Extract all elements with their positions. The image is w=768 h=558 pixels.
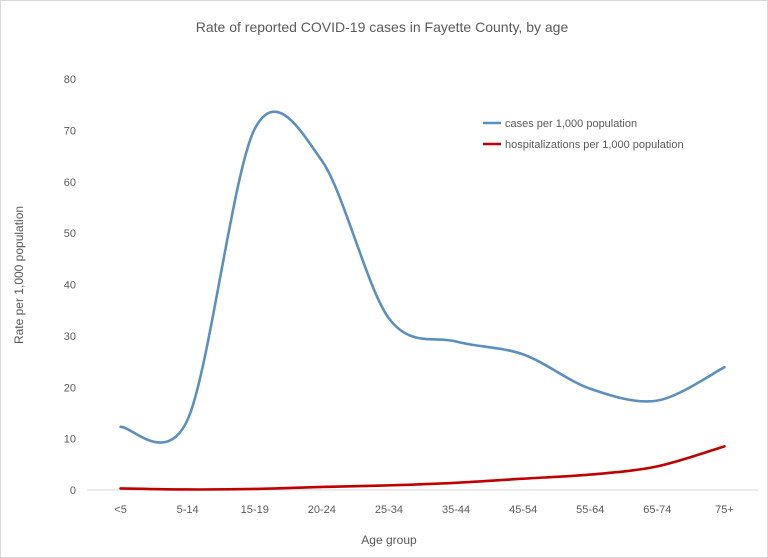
- series-1-point: [387, 483, 391, 487]
- x-tick-label: <5: [114, 504, 127, 516]
- series-lines: [119, 110, 726, 491]
- x-tick-label: 20-24: [308, 504, 336, 516]
- legend: cases per 1,000 population hospitalizatio…: [483, 118, 684, 151]
- series-0-point: [253, 127, 257, 131]
- legend-label-0: cases per 1,000 population: [505, 118, 637, 130]
- series-1-point: [655, 464, 659, 468]
- series-0-point: [655, 399, 659, 403]
- series-0-point: [387, 316, 391, 320]
- x-tick-labels: <5 5-14 15-19 20-24 25-34 35-44 45-54 55-64 65-7…: [114, 504, 734, 516]
- x-tick-label: 35-44: [442, 504, 470, 516]
- series-1-point: [722, 444, 726, 448]
- series-0-point: [119, 425, 123, 429]
- series-0-point: [454, 340, 458, 344]
- series-1-point: [253, 487, 257, 491]
- series-1-point: [521, 477, 525, 481]
- series-1-point: [186, 487, 190, 491]
- x-tick-label: 45-54: [509, 504, 537, 516]
- y-tick-label: 60: [64, 177, 76, 189]
- x-tick-label: 55-64: [576, 504, 604, 516]
- series-1-point: [119, 486, 123, 490]
- x-tick-label: 65-74: [643, 504, 671, 516]
- series-line-0: [119, 110, 726, 444]
- x-axis-label: Age group: [361, 533, 417, 547]
- y-axis-label: Rate per 1,000 population: [12, 206, 26, 344]
- y-tick-label: 40: [64, 280, 76, 292]
- series-0-point: [320, 159, 324, 163]
- y-tick-labels: 0 10 20 30 40 50 60 70 80: [64, 74, 76, 497]
- series-0-point: [588, 387, 592, 391]
- y-tick-label: 30: [64, 331, 76, 343]
- series-line-1: [119, 445, 726, 491]
- legend-label-1: hospitalizations per 1,000 population: [505, 139, 684, 151]
- series-0-point: [521, 352, 525, 356]
- y-tick-label: 70: [64, 125, 76, 137]
- series-1-point: [588, 473, 592, 477]
- x-tick-label: 15-19: [241, 504, 269, 516]
- x-tick-label: 75+: [715, 504, 734, 516]
- y-tick-label: 10: [64, 434, 76, 446]
- y-tick-label: 50: [64, 228, 76, 240]
- y-tick-label: 80: [64, 74, 76, 86]
- y-tick-label: 20: [64, 382, 76, 394]
- series-0-point: [722, 365, 726, 369]
- chart-title: Rate of reported COVID-19 cases in Fayet…: [196, 19, 569, 35]
- y-tick-label: 0: [70, 485, 76, 497]
- x-tick-label: 5-14: [177, 504, 199, 516]
- x-tick-label: 25-34: [375, 504, 403, 516]
- series-1-point: [454, 481, 458, 485]
- series-0-point: [186, 418, 190, 422]
- series-1-point: [320, 485, 324, 489]
